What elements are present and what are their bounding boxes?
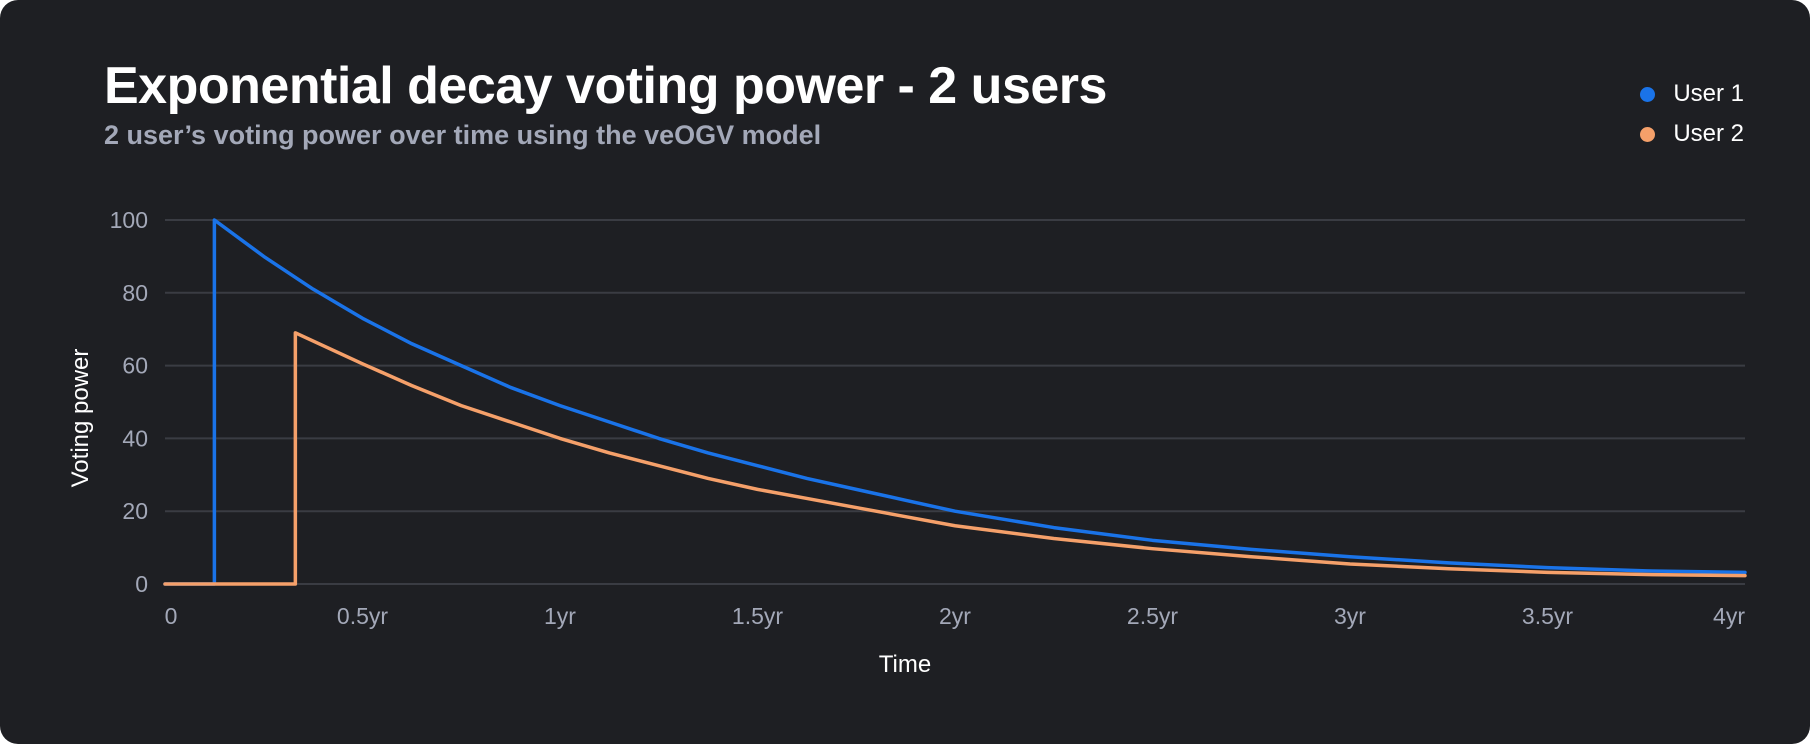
x-axis-ticks: 0 0.5yr 1yr 1.5yr 2yr 2.5yr 3yr 3.5yr 4yr	[165, 603, 1746, 629]
chart-subtitle: 2 user’s voting power over time using th…	[104, 120, 822, 150]
chart-title: Exponential decay voting power - 2 users	[104, 57, 1107, 115]
x-tick-label: 0.5yr	[337, 603, 388, 629]
y-tick-label: 20	[122, 498, 148, 524]
x-tick-label: 0	[165, 603, 178, 629]
legend-label-user-2: User 2	[1673, 120, 1744, 147]
x-tick-label: 2yr	[939, 603, 971, 629]
legend-item-user-2: User 2	[1640, 114, 1744, 154]
x-tick-label: 4yr	[1713, 603, 1745, 629]
y-axis-ticks: 0 20 40 60 80 100	[110, 207, 148, 597]
y-axis-title: Voting power	[67, 349, 94, 488]
x-tick-label: 3.5yr	[1522, 603, 1573, 629]
x-tick-label: 3yr	[1334, 603, 1366, 629]
y-tick-label: 40	[122, 425, 148, 451]
grid-lines	[165, 219, 1745, 585]
y-tick-label: 0	[135, 571, 148, 597]
y-tick-label: 100	[110, 207, 148, 233]
series-line-user-2	[163, 331, 1747, 586]
chart-legend: User 1 User 2	[1640, 74, 1744, 154]
series-lines	[163, 218, 1747, 586]
x-axis-title: Time	[879, 651, 931, 678]
x-tick-label: 1yr	[544, 603, 576, 629]
y-tick-label: 80	[122, 280, 148, 306]
legend-label-user-1: User 1	[1673, 80, 1744, 107]
series-line-user-1	[163, 218, 1747, 586]
legend-item-user-1: User 1	[1640, 74, 1744, 114]
x-tick-label: 1.5yr	[732, 603, 783, 629]
legend-marker-user-2	[1640, 126, 1656, 142]
y-tick-label: 60	[122, 353, 148, 379]
x-tick-label: 2.5yr	[1127, 603, 1178, 629]
legend-marker-user-1	[1640, 86, 1656, 102]
